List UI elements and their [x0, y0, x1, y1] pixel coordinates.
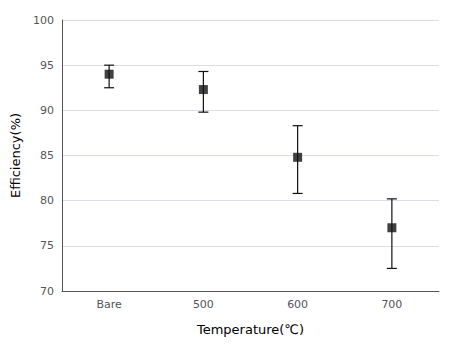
svg-text:Efficiency(%): Efficiency(%) [8, 113, 23, 198]
svg-text:100: 100 [33, 14, 54, 27]
svg-text:700: 700 [381, 298, 402, 311]
svg-text:80: 80 [40, 194, 54, 207]
svg-text:75: 75 [40, 239, 54, 252]
svg-text:Bare: Bare [96, 298, 122, 311]
svg-text:90: 90 [40, 104, 54, 117]
svg-text:70: 70 [40, 285, 54, 298]
svg-text:600: 600 [287, 298, 308, 311]
svg-text:500: 500 [193, 298, 214, 311]
svg-text:85: 85 [40, 149, 54, 162]
svg-text:Temperature(℃): Temperature(℃) [196, 322, 304, 337]
svg-text:95: 95 [40, 59, 54, 72]
